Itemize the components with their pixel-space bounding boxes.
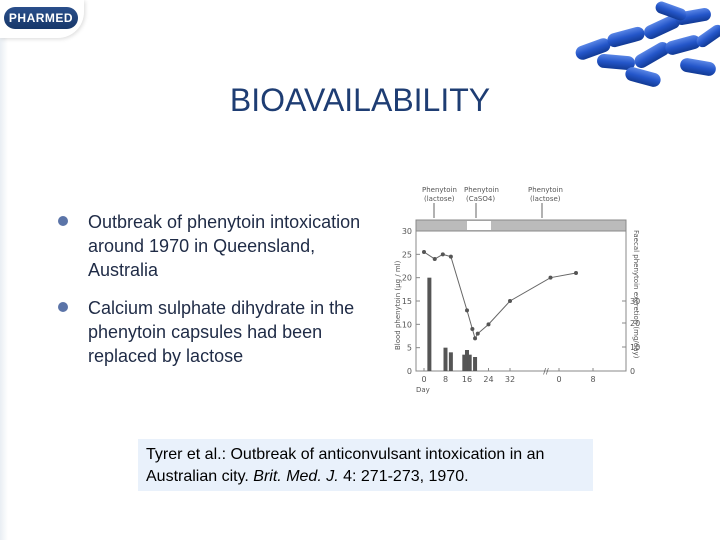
annotation-3-line1: Phenytoin — [528, 186, 563, 194]
logo-text: PHARMED — [4, 7, 78, 29]
regimen-band-lactose — [415, 219, 627, 232]
x-axis-tick-label: 0 — [556, 375, 561, 384]
left-axis-tick-label: 30 — [402, 227, 412, 236]
blood-phenytoin-point — [486, 322, 491, 327]
left-axis-tick-label: 25 — [402, 250, 412, 259]
x-axis-tick-label: 8 — [443, 375, 448, 384]
phenytoin-chart: Phenytoin (lactose) Phenytoin (CaSO4) Ph… — [386, 180, 648, 398]
blood-phenytoin-point — [448, 254, 453, 259]
left-axis-tick-label: 0 — [407, 367, 412, 376]
x-axis-tick-label: 24 — [483, 375, 493, 384]
regimen-band-caso4 — [467, 221, 491, 230]
blood-phenytoin-point — [508, 299, 512, 303]
annotation-3-line2: (lactose) — [530, 195, 561, 203]
faecal-excretion-bar — [473, 357, 478, 371]
blood-phenytoin-point — [422, 250, 426, 254]
bullet-text: Outbreak of phenytoin intoxication aroun… — [88, 212, 361, 280]
y-axis-left-label: Blood phenytoin (µg / ml) — [394, 260, 402, 350]
annotation-2-line1: Phenytoin — [464, 186, 499, 194]
blood-phenytoin-point — [470, 327, 475, 331]
x-axis-tick-label: 8 — [590, 375, 595, 384]
left-decorative-band — [0, 0, 8, 540]
chart-svg: Phenytoin (lactose) Phenytoin (CaSO4) Ph… — [394, 186, 640, 394]
bullet-item: Calcium sulphate dihydrate in the phenyt… — [58, 296, 368, 368]
citation-journal: Brit. Med. J. — [253, 468, 339, 485]
bullet-text: Calcium sulphate dihydrate in the phenyt… — [88, 298, 355, 366]
blood-phenytoin-line — [423, 251, 577, 340]
citation-box: Tyrer et al.: Outbreak of anticonvulsant… — [138, 439, 593, 491]
citation-prefix: Tyrer et al.: Outbreak of anticonvulsant… — [146, 446, 545, 485]
annotation-1-line1: Phenytoin — [422, 186, 457, 194]
pharmed-logo: PHARMED — [0, 0, 84, 38]
x-axis-label: Day — [416, 386, 430, 394]
left-axis-tick-label: 5 — [407, 344, 412, 353]
blood-phenytoin-point — [475, 331, 480, 336]
faecal-excretion-bar — [443, 347, 448, 371]
blood-phenytoin-point — [473, 336, 478, 341]
faecal-excretion-bar — [427, 277, 432, 371]
slide-title: BIOAVAILABILITY — [229, 82, 491, 118]
citation-suffix: 4: 271-273, 1970. — [338, 468, 469, 485]
bullet-dot-icon — [58, 302, 68, 312]
annotation-2-line2: (CaSO4) — [466, 195, 495, 203]
left-axis-tick-label: 20 — [402, 274, 412, 283]
bullet-list: Outbreak of phenytoin intoxication aroun… — [58, 210, 368, 382]
faecal-excretion-bar — [448, 352, 453, 371]
blood-phenytoin-point — [548, 275, 553, 280]
right-axis-tick-label: 20 — [630, 319, 640, 328]
faecal-excretion-bar — [467, 354, 472, 371]
axis-break-icon: // — [543, 367, 549, 376]
capsules-image — [575, 1, 720, 87]
right-axis-tick-label: 0 — [630, 367, 635, 376]
faecal-excretion-bar — [465, 350, 469, 371]
right-axis-tick-label: 30 — [630, 297, 640, 306]
bullet-item: Outbreak of phenytoin intoxication aroun… — [58, 210, 368, 282]
blood-phenytoin-point — [574, 271, 578, 275]
annotation-1-line2: (lactose) — [424, 195, 455, 203]
bullet-dot-icon — [58, 216, 68, 226]
faecal-excretion-bar — [462, 354, 467, 371]
x-axis-tick-label: 0 — [421, 375, 426, 384]
y-axis-right-label: Faecal phenytoin excretion (mg/day) — [632, 230, 640, 359]
right-axis-tick-label: 10 — [630, 343, 640, 352]
blood-phenytoin-point — [432, 257, 437, 261]
x-axis-tick-label: 16 — [462, 375, 472, 384]
x-axis-tick-label: 32 — [505, 375, 515, 384]
left-axis-tick-label: 15 — [402, 297, 412, 306]
blood-phenytoin-point — [440, 252, 445, 257]
blood-phenytoin-point — [465, 308, 469, 313]
left-axis-tick-label: 10 — [402, 320, 412, 329]
